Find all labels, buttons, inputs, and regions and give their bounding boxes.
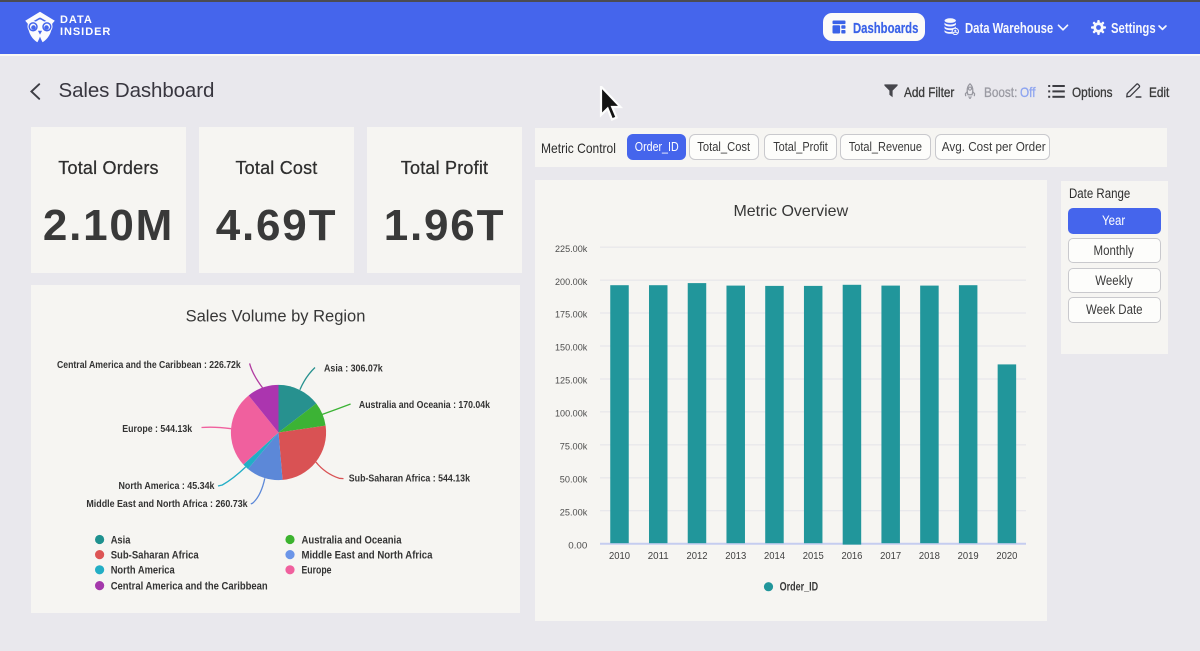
svg-text:Asia: Asia xyxy=(111,534,131,546)
svg-text:50.00k: 50.00k xyxy=(560,475,588,486)
svg-text:Australia and Oceania : 170.04: Australia and Oceania : 170.04k xyxy=(359,399,490,411)
svg-text:Asia : 306.07k: Asia : 306.07k xyxy=(324,363,383,375)
svg-text:0.00: 0.00 xyxy=(568,541,587,552)
svg-text:2013: 2013 xyxy=(725,550,746,562)
svg-text:Europe : 544.13k: Europe : 544.13k xyxy=(122,423,192,435)
svg-text:2020: 2020 xyxy=(996,550,1017,562)
svg-text:Sales Volume by Region: Sales Volume by Region xyxy=(186,308,366,326)
svg-text:Sub-Saharan Africa: Sub-Saharan Africa xyxy=(111,549,200,561)
svg-text:150.00k: 150.00k xyxy=(555,343,588,354)
svg-text:Australia and Oceania: Australia and Oceania xyxy=(302,534,403,546)
svg-text:Order_ID: Order_ID xyxy=(780,582,819,594)
svg-text:100.00k: 100.00k xyxy=(555,409,588,420)
svg-text:2011: 2011 xyxy=(648,550,669,562)
svg-text:Central America and the Caribb: Central America and the Caribbean : 226.… xyxy=(57,359,241,371)
svg-text:2012: 2012 xyxy=(686,550,707,562)
svg-text:2014: 2014 xyxy=(764,550,785,562)
svg-text:North America: North America xyxy=(111,565,176,577)
svg-text:North America : 45.34k: North America : 45.34k xyxy=(119,480,215,492)
svg-text:2017: 2017 xyxy=(880,550,901,562)
svg-text:125.00k: 125.00k xyxy=(555,376,588,387)
svg-text:Metric Overview: Metric Overview xyxy=(733,203,848,220)
svg-text:2010: 2010 xyxy=(609,550,630,562)
svg-text:Europe: Europe xyxy=(302,565,332,577)
svg-text:Sub-Saharan Africa : 544.13k: Sub-Saharan Africa : 544.13k xyxy=(349,473,470,485)
svg-text:75.00k: 75.00k xyxy=(560,442,588,453)
svg-text:Middle East and North Africa :: Middle East and North Africa : 260.73k xyxy=(86,498,247,510)
svg-text:2015: 2015 xyxy=(803,550,824,562)
svg-text:25.00k: 25.00k xyxy=(560,508,588,519)
svg-text:Central America and the Caribb: Central America and the Caribbean xyxy=(111,580,268,592)
svg-text:2019: 2019 xyxy=(958,550,979,562)
svg-text:200.00k: 200.00k xyxy=(555,277,588,288)
svg-text:225.00k: 225.00k xyxy=(555,244,588,255)
svg-text:2018: 2018 xyxy=(919,550,940,562)
svg-text:Middle East and North Africa: Middle East and North Africa xyxy=(302,549,434,561)
svg-text:175.00k: 175.00k xyxy=(555,310,588,321)
svg-text:2016: 2016 xyxy=(841,550,862,562)
